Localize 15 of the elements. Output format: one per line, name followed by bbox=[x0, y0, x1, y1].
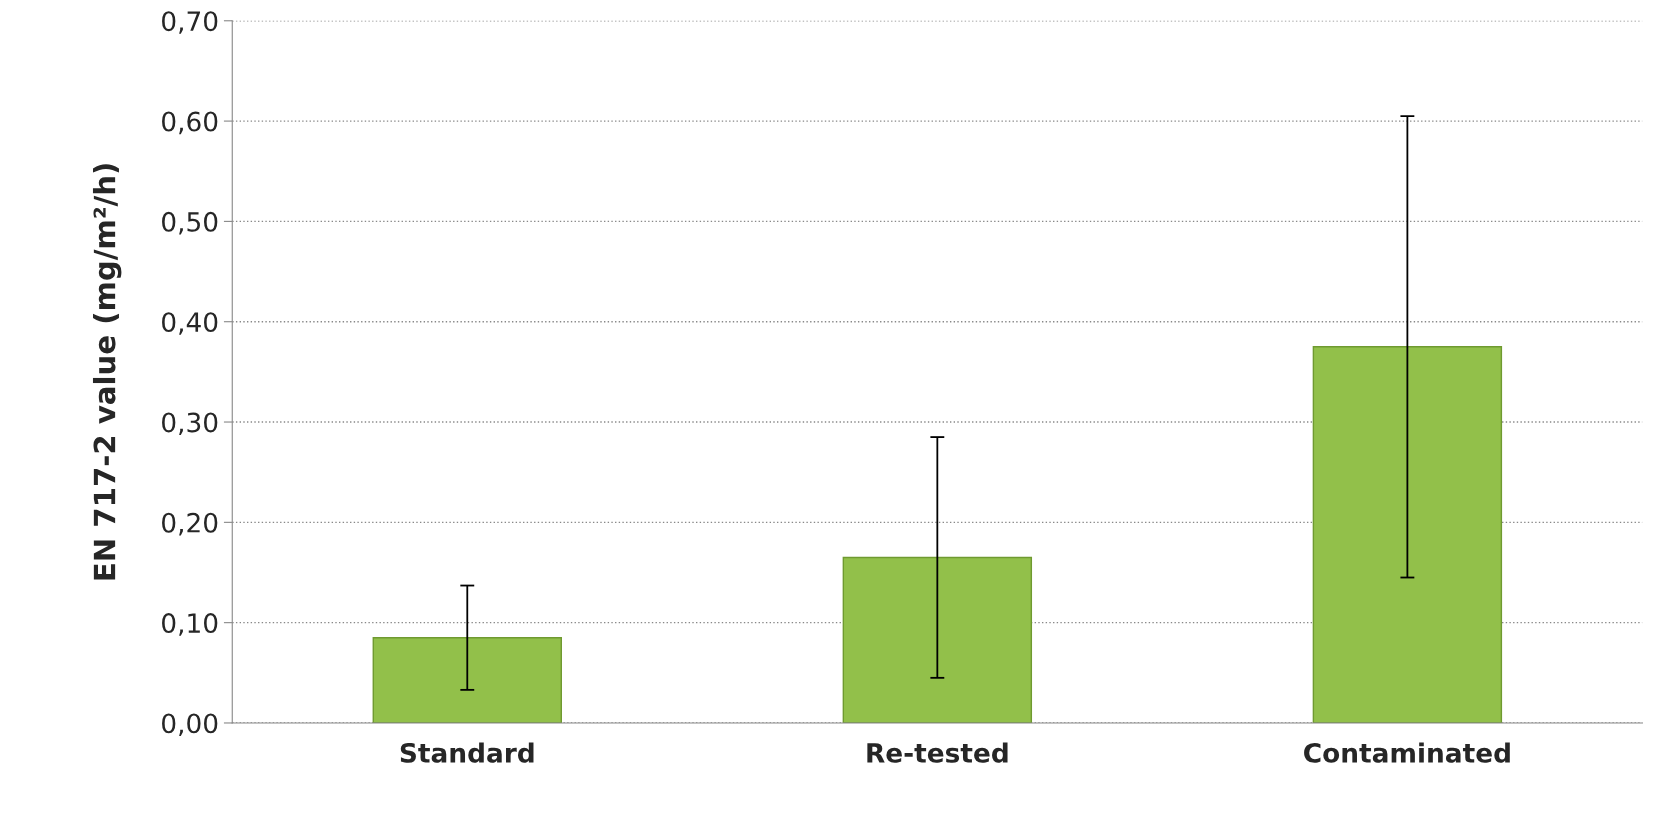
x-tick-label: Standard bbox=[400, 742, 534, 763]
y-tick-label: 0,40 bbox=[162, 312, 218, 335]
bar bbox=[842, 556, 1033, 723]
bar bbox=[372, 637, 562, 723]
y-axis-title: EN 717-2 value (mg/m²/h) bbox=[92, 164, 122, 580]
y-tick-label: 0,00 bbox=[162, 713, 218, 737]
y-tick-label: 0,60 bbox=[162, 111, 218, 135]
x-tick-label: Re-tested bbox=[867, 742, 1008, 763]
y-tick-label: 0,20 bbox=[162, 512, 218, 536]
y-tick-label: 0,30 bbox=[162, 412, 218, 436]
y-tick-label: 0,50 bbox=[162, 211, 218, 235]
y-tick-label: 0,10 bbox=[162, 613, 218, 636]
x-tick-label: Contaminated bbox=[1304, 742, 1510, 763]
y-tick-label: 0,70 bbox=[162, 11, 218, 34]
bar bbox=[1312, 346, 1503, 723]
